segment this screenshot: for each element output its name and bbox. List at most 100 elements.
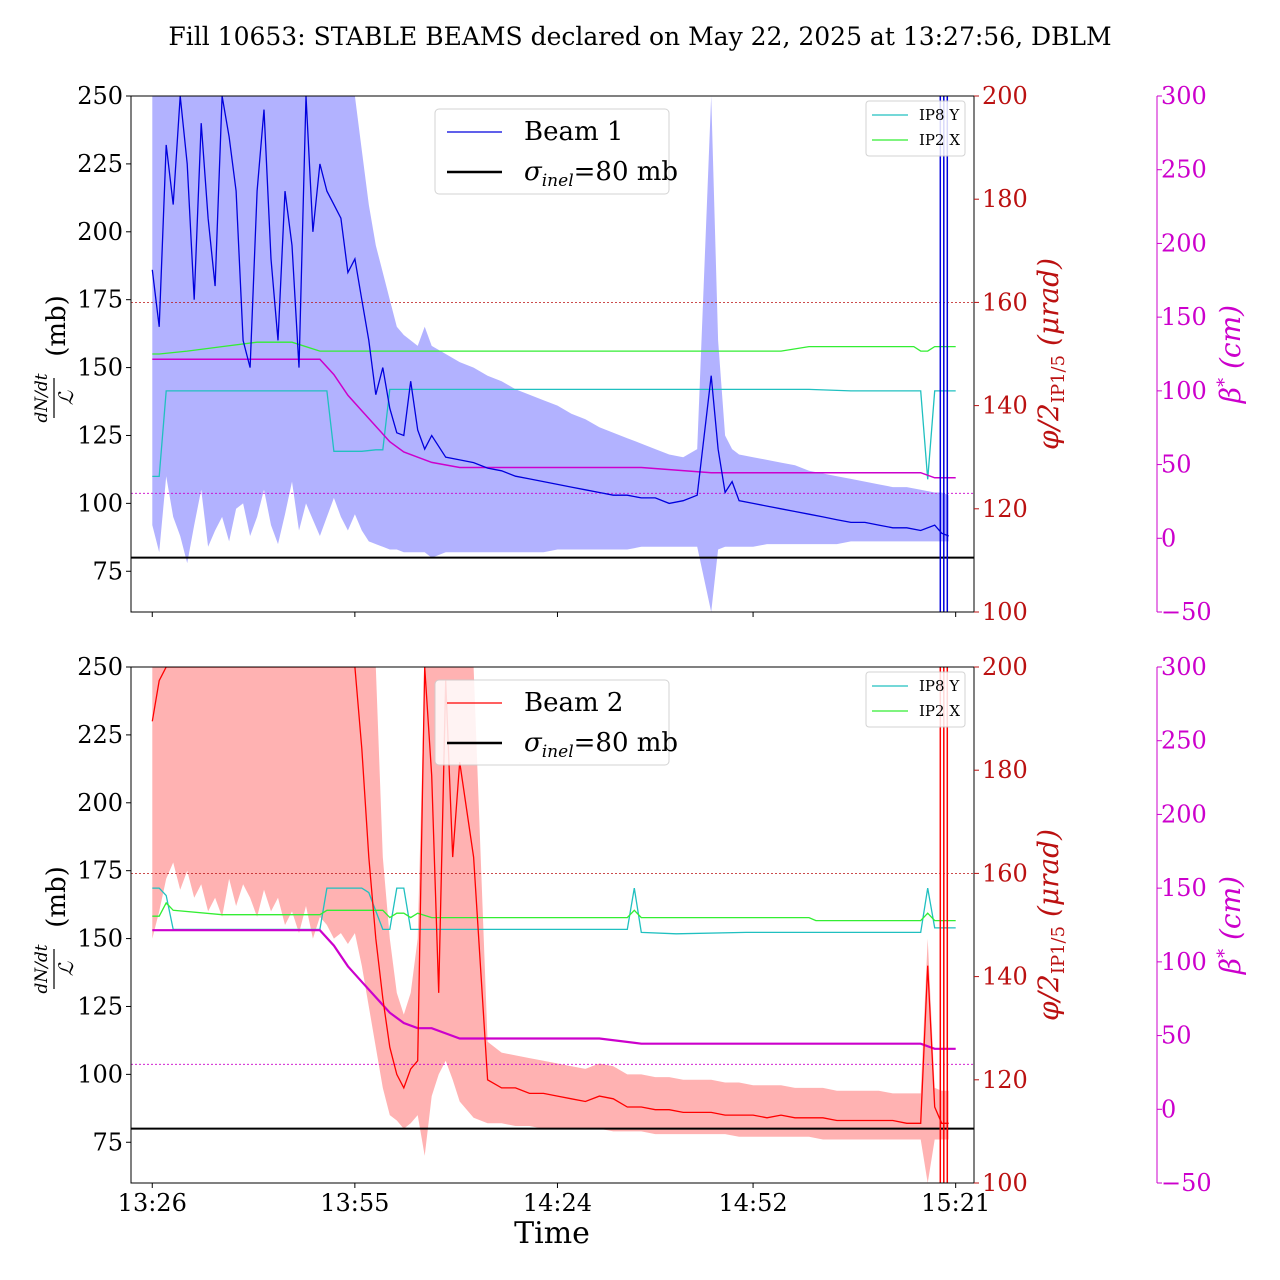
label-part: φ/2 [1032,403,1065,450]
y3-tick-label: 300 [1161,82,1207,110]
y2-tick-label: 180 [982,185,1028,213]
beam-band [152,667,949,1183]
y3-tick-label: 100 [1161,377,1207,405]
y3-axis-label: β* (cm) [1214,305,1247,404]
legend-ip8y-label: IP8 Y [919,106,960,124]
legend-main: Beam 2 σinel=80 mb [434,679,678,766]
legend-beam-label: Beam 1 [524,117,623,147]
y-label-numerator: dN/dt [32,373,52,422]
y-tick-label: 100 [77,1060,123,1088]
label-part: (μrad) [1032,829,1065,926]
y-tick-label: 175 [77,857,123,885]
label-part: * [1214,378,1235,387]
beam-line [151,667,949,1124]
y-tick-label: 250 [77,82,123,110]
y-tick-label: 225 [77,721,123,749]
label-part: IP1/5 [1048,926,1069,974]
label-part: (cm) [1214,876,1247,949]
y2-tick-label: 140 [982,392,1028,420]
ip2-x-line [152,901,956,922]
y2-tick-label: 160 [982,288,1028,316]
y3-tick-label: 100 [1161,948,1207,976]
crossing-angle-line [152,929,956,1050]
legend-sigma-label: σinel=80 mb [524,728,678,762]
crossing-angle-line [152,358,956,479]
legend-ip8y-label: IP8 Y [919,677,960,695]
label-part: (cm) [1214,305,1247,378]
y3-tick-label: 250 [1161,727,1207,755]
x-tick-label: 13:55 [320,1189,389,1217]
legend-small: IP8 Y IP2 X [865,671,966,728]
y-tick-label: 75 [92,1128,123,1156]
y-tick-label: 75 [92,557,123,585]
label-part: β [1214,958,1247,975]
legend-beam-label: Beam 2 [524,688,623,718]
y3-tick-label: 150 [1161,303,1207,331]
beam-band [152,96,949,612]
legend-ip2x-label: IP2 X [919,131,960,149]
y-label-denominator: ℒ [54,390,78,405]
legend-sigma-label: σinel=80 mb [524,157,678,191]
y2-tick-label: 100 [982,1169,1028,1197]
beam-line [151,96,949,537]
y2-tick-label: 180 [982,756,1028,784]
plot-area [131,667,974,1183]
y-label-denominator: ℒ [54,961,78,976]
label-part: inel [542,742,574,762]
y-label-unit: (mb) [42,866,72,928]
y-tick-label: 100 [77,489,123,517]
y-tick-label: 200 [77,218,123,246]
y-tick-label: 225 [77,150,123,178]
label-part: =80 mb [574,728,678,758]
y2-axis-label: φ/2IP1/5 (μrad) [1032,829,1069,1021]
x-axis-label: Time [514,1216,590,1251]
y-axis-label: dN/dt ℒ (mb) [32,295,78,422]
label-part: =80 mb [574,157,678,187]
label-part: β [1214,387,1247,404]
y-axis-label: dN/dt ℒ (mb) [32,866,78,993]
y-label-numerator: dN/dt [32,944,52,993]
plot-frame [130,666,975,1184]
y-tick-label: 250 [77,653,123,681]
y2-tick-label: 200 [982,653,1028,681]
y-tick-label: 175 [77,286,123,314]
y-tick-label: 125 [77,992,123,1020]
x-tick-label: 13:26 [118,1189,187,1217]
y3-tick-label: 0 [1161,524,1176,552]
bottom-panel: 75 100 125 150 175 200 225 250 13:26 13:55 14:24 14… [32,653,1247,1217]
y3-tick-label: 200 [1161,800,1207,828]
y2-tick-label: 120 [982,1066,1028,1094]
label-part: σ [524,157,543,187]
y2-tick-label: 200 [982,82,1028,110]
y3-tick-label: 50 [1161,1022,1192,1050]
top-panel: 75 100 125 150 175 200 225 250 100 120 140 160 180 20… [32,82,1247,626]
y2-axis-label: φ/2IP1/5 (μrad) [1032,258,1069,450]
y3-tick-label: 250 [1161,156,1207,184]
legend-small: IP8 Y IP2 X [865,100,966,157]
y-tick-label: 200 [77,789,123,817]
x-tick-label: 14:24 [523,1189,592,1217]
y3-tick-label: −50 [1161,1169,1212,1197]
y-label-unit: (mb) [42,295,72,357]
y3-tick-label: 0 [1161,1095,1176,1123]
x-tick-label: 15:21 [921,1189,990,1217]
y3-tick-label: −50 [1161,598,1212,626]
legend-ip2x-label: IP2 X [919,702,960,720]
y-tick-label: 150 [77,354,123,382]
y3-tick-label: 200 [1161,229,1207,257]
x-tick-label: 14:52 [718,1189,787,1217]
ip2-x-line [152,341,956,355]
label-part: IP1/5 [1048,355,1069,403]
y2-tick-label: 120 [982,495,1028,523]
label-part: φ/2 [1032,974,1065,1021]
y2-tick-label: 140 [982,963,1028,991]
plot-frame [130,95,975,613]
legend-main: Beam 1 σinel=80 mb [434,108,678,195]
ip8-y-line [152,388,956,480]
y3-axis-label: β* (cm) [1214,876,1247,975]
y3-tick-label: 50 [1161,451,1192,479]
label-part: inel [542,171,574,191]
plot-area [131,96,974,612]
label-part: * [1214,949,1235,958]
